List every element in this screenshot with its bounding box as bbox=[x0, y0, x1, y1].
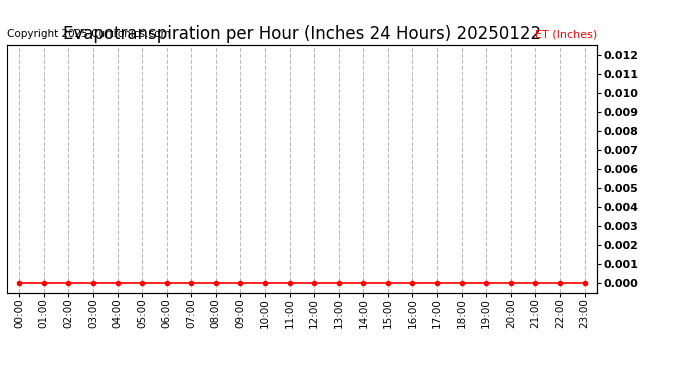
Text: ET (Inches): ET (Inches) bbox=[535, 29, 597, 39]
Text: Copyright 2025 Curtronics.com: Copyright 2025 Curtronics.com bbox=[7, 29, 170, 39]
Title: Evapotranspiration per Hour (Inches 24 Hours) 20250122: Evapotranspiration per Hour (Inches 24 H… bbox=[63, 26, 541, 44]
